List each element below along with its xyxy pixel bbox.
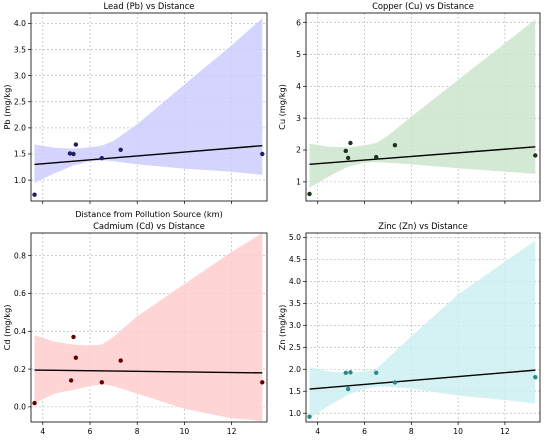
chart-title: Zinc (Zn) vs Distance — [378, 221, 467, 231]
x-tick-label: 12 — [227, 427, 237, 436]
y-tick-label: 3.5 — [289, 299, 301, 308]
y-tick-label: 0.0 — [14, 403, 26, 412]
confidence-band — [34, 18, 263, 183]
y-axis-label: Pb (mg/kg) — [2, 85, 12, 130]
data-point — [71, 334, 76, 340]
y-tick-label: 0.4 — [14, 327, 26, 336]
regression-line — [34, 144, 263, 166]
chart-panel-0: 1.0 1.5 2.0 2.5 3.0 3.5 4.0 Lead (Pb) vs Distan… — [2, 1, 268, 219]
data-point — [73, 142, 79, 147]
data-point — [348, 370, 353, 375]
data-point — [307, 414, 312, 419]
y-tick-label: 1 — [296, 178, 301, 187]
y-axis-label: Zn (mg/kg) — [277, 305, 287, 351]
data-point — [260, 380, 265, 385]
y-tick-label: 1.0 — [289, 409, 301, 418]
y-tick-label: 1.5 — [14, 150, 26, 159]
data-point — [73, 355, 79, 360]
data-point — [71, 151, 76, 157]
x-tick-label: 10 — [180, 427, 190, 436]
y-tick-label: 0.6 — [14, 289, 26, 298]
data-point — [345, 386, 351, 392]
chart-panel-1: 1 2 3 4 5 6 Copper (Cu) vs Distance Cu (mg/kg) — [277, 1, 541, 204]
y-tick-label: 5.0 — [289, 233, 301, 242]
data-point — [392, 143, 398, 148]
data-point — [348, 140, 353, 146]
y-tick-label: 4.0 — [289, 277, 301, 286]
data-point — [307, 191, 312, 197]
x-tick-label: 6 — [362, 427, 367, 436]
regression-line — [309, 369, 536, 390]
y-tick-label: 3.5 — [14, 45, 26, 54]
x-tick-label: 4 — [40, 427, 45, 436]
confidence-band — [309, 19, 536, 188]
plot-frame — [30, 232, 268, 423]
x-tick-label: 12 — [500, 427, 510, 436]
data-point — [392, 380, 398, 385]
data-point — [533, 374, 538, 380]
data-point — [118, 358, 123, 363]
chart-panel-3: 4 6 8 10 12 1.0 1.5 2.0 2.5 3.0 3.5 4.0 4.5 5.0 Zinc (… — [277, 221, 541, 440]
y-tick-label: 2.5 — [289, 343, 301, 352]
x-tick-label: 10 — [453, 427, 463, 436]
data-point — [118, 147, 123, 153]
data-point — [533, 153, 538, 158]
plot-frame — [30, 12, 268, 202]
y-axis-label: Cd (mg/kg) — [2, 305, 12, 351]
data-point — [99, 155, 105, 161]
y-axis-label: Cu (mg/kg) — [277, 84, 287, 130]
y-tick-label: 1.5 — [289, 387, 301, 396]
y-tick-label: 0.2 — [14, 365, 26, 374]
chart-title: Cadmium (Cd) vs Distance — [93, 221, 205, 231]
y-tick-label: 5 — [296, 50, 301, 59]
x-tick-label: 8 — [135, 427, 140, 436]
x-tick-label: 8 — [409, 427, 414, 436]
data-point — [343, 148, 348, 154]
y-tick-label: 6 — [296, 18, 301, 27]
y-tick-label: 4 — [296, 82, 301, 91]
y-tick-label: 4.5 — [289, 255, 301, 264]
y-tick-label: 0.8 — [14, 251, 26, 260]
regression-line — [34, 369, 263, 374]
data-point — [345, 155, 351, 161]
y-tick-label: 2 — [296, 146, 301, 155]
data-point — [32, 400, 37, 406]
y-tick-label: 2.0 — [14, 124, 26, 133]
x-tick-label: 6 — [88, 427, 93, 436]
plot-frame — [305, 12, 541, 202]
x-axis-label: Distance from Pollution Source (km) — [75, 209, 223, 219]
data-point — [32, 192, 37, 197]
data-point — [260, 151, 265, 157]
y-tick-label: 2.0 — [289, 365, 301, 374]
data-point — [68, 378, 74, 383]
y-tick-label: 3.0 — [289, 321, 301, 330]
y-tick-label: 2.5 — [14, 97, 26, 106]
chart-title: Lead (Pb) vs Distance — [104, 1, 195, 11]
regression-line — [309, 146, 536, 166]
data-point — [374, 154, 379, 160]
y-tick-label: 3.0 — [14, 71, 26, 80]
chart-panel-2: 4 6 8 10 12 0.0 0.2 0.4 0.6 0.8 Cadmium (Cd) vs Di… — [2, 221, 268, 440]
data-point — [343, 370, 348, 375]
x-tick-label: 4 — [315, 427, 320, 436]
data-point — [99, 380, 105, 385]
y-tick-label: 1.0 — [14, 176, 26, 185]
y-tick-label: 3 — [296, 114, 301, 123]
data-point — [374, 370, 379, 375]
confidence-band — [309, 240, 536, 419]
chart-title: Copper (Cu) vs Distance — [372, 1, 474, 11]
confidence-band — [34, 233, 263, 422]
data-point — [67, 151, 73, 156]
plot-frame — [305, 232, 541, 423]
y-tick-label: 4.0 — [14, 19, 26, 28]
